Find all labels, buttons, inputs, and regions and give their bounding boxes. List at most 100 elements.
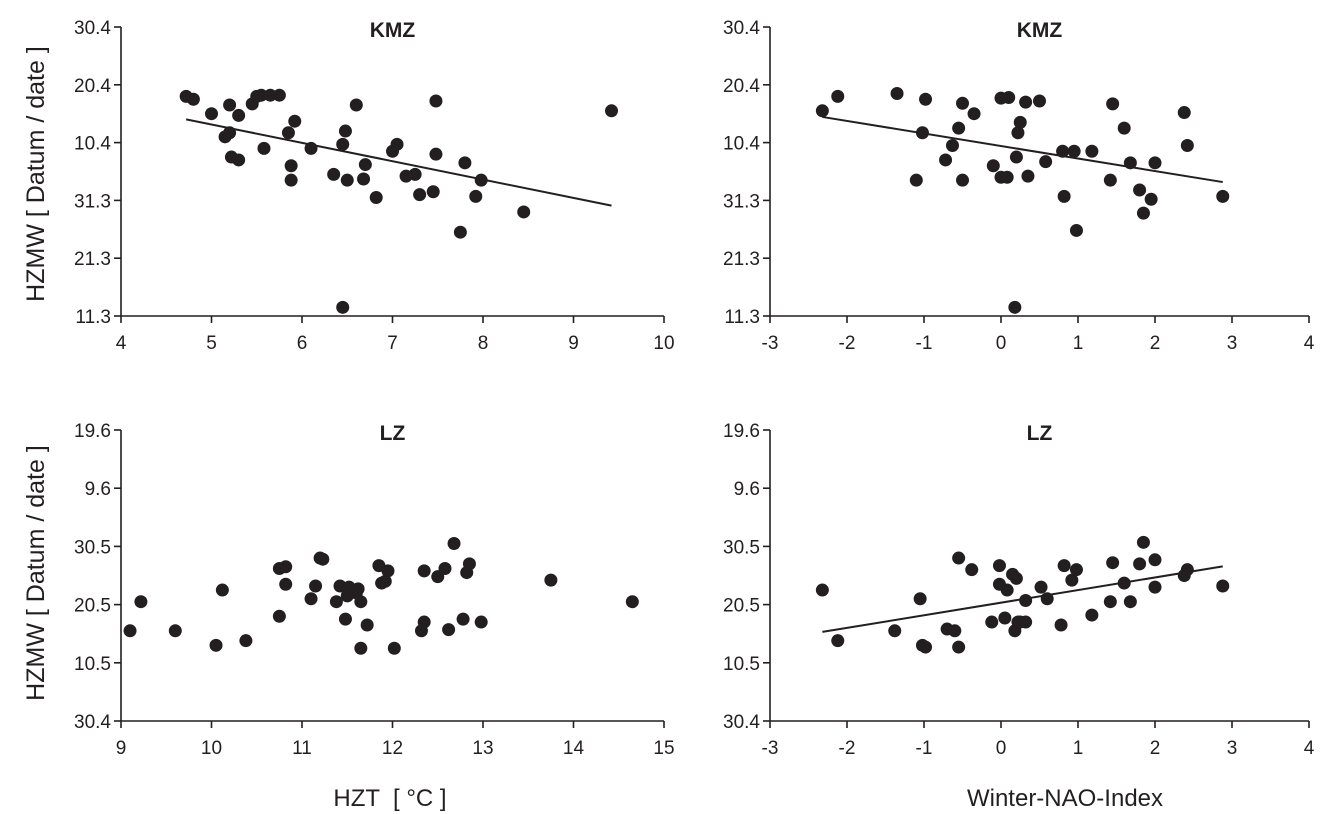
x-tick-label: 9 xyxy=(116,738,127,759)
y-tick-label: 30.4 xyxy=(74,18,111,39)
y-tick-label: 10.4 xyxy=(74,134,111,155)
data-point xyxy=(205,107,218,121)
y-tick-label: 30.4 xyxy=(74,712,111,733)
trend-line xyxy=(822,115,1223,184)
data-point xyxy=(952,640,966,654)
x-axis-title-left: HZT [ °C ] xyxy=(333,785,447,812)
x-tick-label: 1 xyxy=(1073,333,1084,354)
data-point xyxy=(281,126,295,140)
x-tick-label: 1 xyxy=(1073,738,1084,759)
data-point xyxy=(390,137,404,151)
y-tick-label: 10.5 xyxy=(74,654,111,675)
panel-1: 30.4 20.4 10.4 31.3 21.3 11.34 5 6 7 8 9 10 KMZ xyxy=(74,18,675,354)
x-tick-label: 10 xyxy=(653,333,674,354)
data-point xyxy=(1008,300,1022,314)
data-point xyxy=(815,104,829,118)
data-point xyxy=(417,564,431,578)
y-tick-label: 21.3 xyxy=(723,249,760,270)
data-point xyxy=(349,98,363,112)
data-point xyxy=(272,88,286,102)
y-tick-label: 11.3 xyxy=(724,307,760,328)
panel-title: KMZ xyxy=(370,19,416,42)
x-tick-label: 11 xyxy=(292,738,312,759)
data-point xyxy=(1144,192,1158,206)
data-point xyxy=(1133,183,1147,197)
data-point xyxy=(336,137,350,151)
data-point xyxy=(1085,608,1099,622)
data-point xyxy=(1133,557,1147,571)
y-tick-label: 21.3 xyxy=(74,249,111,270)
data-point xyxy=(381,564,395,578)
data-point xyxy=(263,88,277,102)
data-point xyxy=(340,173,354,187)
data-point xyxy=(338,124,352,138)
y-tick-label: 11.3 xyxy=(75,307,111,328)
data-point xyxy=(1216,579,1230,593)
data-point xyxy=(232,153,246,167)
data-point xyxy=(123,624,137,638)
data-point xyxy=(279,560,293,574)
data-point xyxy=(223,98,237,112)
y-tick-label: 31.3 xyxy=(723,191,760,212)
panel-3: 19.6 9.6 30.5 20.5 10.5 30.49 10 11 12 13 14 15 LZ xyxy=(74,421,675,759)
data-point xyxy=(458,156,472,170)
data-point xyxy=(354,595,368,609)
data-point xyxy=(1148,580,1162,594)
data-point xyxy=(369,191,383,205)
data-point xyxy=(1021,169,1035,183)
data-point xyxy=(1009,150,1023,164)
data-point xyxy=(992,559,1006,573)
data-point xyxy=(1065,573,1079,587)
data-point xyxy=(625,595,639,609)
y-tick-label: 30.5 xyxy=(74,537,111,558)
data-point xyxy=(309,579,323,593)
data-point xyxy=(284,159,298,173)
data-point xyxy=(956,96,969,110)
data-point xyxy=(413,188,427,202)
data-point xyxy=(831,89,845,103)
data-point xyxy=(1106,556,1120,570)
data-point xyxy=(429,94,443,108)
y-tick-label: 20.5 xyxy=(74,596,111,617)
data-point xyxy=(985,615,999,629)
panel-2: 30.4 20.4 10.4 31.3 21.3 11.3-3 -2 -1 0 1 2 3 4 KMZ xyxy=(723,18,1315,354)
x-axis-title-right: Winter-NAO-Index xyxy=(966,785,1164,812)
data-point xyxy=(1000,583,1014,597)
x-tick-label: 7 xyxy=(387,333,398,354)
data-point xyxy=(1085,144,1099,158)
data-point xyxy=(1019,615,1033,629)
data-point xyxy=(272,609,286,623)
x-tick-label: 5 xyxy=(206,333,217,354)
data-point xyxy=(1177,106,1191,120)
data-point xyxy=(1136,535,1150,549)
data-point xyxy=(1009,571,1023,585)
x-tick-label: 0 xyxy=(996,738,1007,759)
x-tick-label: 4 xyxy=(1304,738,1315,759)
x-tick-label: 15 xyxy=(653,738,674,759)
data-point xyxy=(965,563,979,577)
x-tick-label: -1 xyxy=(916,333,933,354)
data-point xyxy=(1002,91,1016,105)
x-tick-label: 4 xyxy=(116,333,127,354)
x-tick-label: 9 xyxy=(568,333,579,354)
x-tick-label: 3 xyxy=(1227,738,1238,759)
x-tick-label: 12 xyxy=(382,738,403,759)
data-point xyxy=(948,624,962,638)
data-point xyxy=(408,167,422,181)
data-point xyxy=(1136,206,1150,220)
data-point xyxy=(1057,559,1071,573)
data-point xyxy=(215,583,229,597)
data-point xyxy=(327,167,341,181)
data-point xyxy=(462,557,476,571)
data-point xyxy=(605,104,619,118)
data-point xyxy=(257,141,271,155)
data-point xyxy=(1039,155,1053,169)
data-point xyxy=(945,138,959,152)
x-tick-label: 0 xyxy=(996,333,1007,354)
data-point xyxy=(209,638,223,652)
x-tick-label: -3 xyxy=(762,738,779,759)
data-point xyxy=(967,107,981,121)
data-point xyxy=(239,634,253,648)
data-point xyxy=(1123,595,1137,609)
